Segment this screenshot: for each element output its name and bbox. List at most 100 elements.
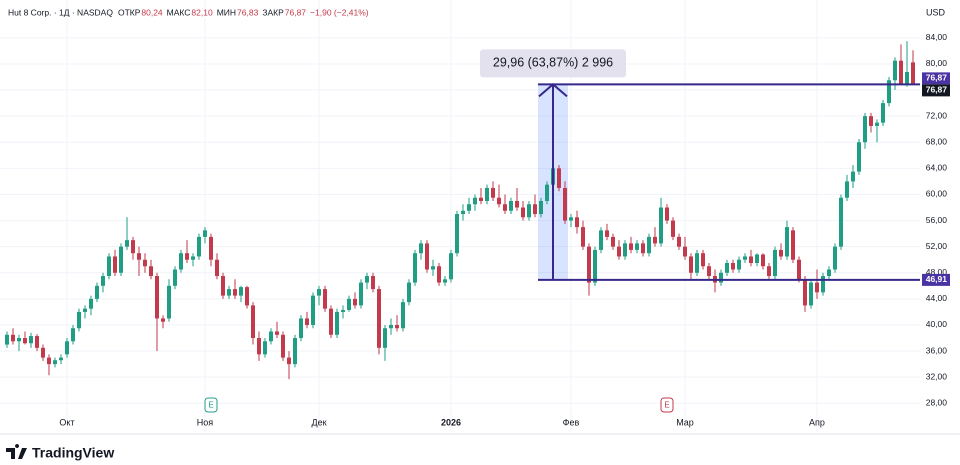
- brand-name: TradingView: [32, 445, 114, 461]
- candle-body: [641, 243, 645, 254]
- candle-body: [545, 184, 549, 201]
- candle-body: [599, 230, 603, 250]
- measure-label: 29,96 (63,87%) 2 996: [493, 56, 613, 70]
- candle-body: [77, 311, 81, 329]
- candle-body: [491, 187, 495, 198]
- candle-body: [323, 289, 327, 309]
- candle-body: [389, 324, 393, 329]
- y-tick-label: 32,00: [926, 371, 948, 381]
- candle-body: [173, 269, 177, 286]
- candle-body: [737, 259, 741, 270]
- candle-body: [497, 197, 501, 205]
- candle-body: [569, 217, 573, 221]
- candle-body: [329, 308, 333, 335]
- candle-body: [731, 262, 735, 270]
- candle-body: [179, 253, 183, 270]
- candle-body: [197, 236, 201, 257]
- candle-body: [281, 334, 285, 358]
- y-tick-label: 84,00: [926, 32, 948, 42]
- candle-body: [425, 243, 429, 270]
- candle-body: [215, 259, 219, 277]
- candle-body: [233, 289, 237, 296]
- candle-body: [743, 256, 747, 260]
- candle-body: [101, 276, 105, 286]
- candle-body: [53, 360, 57, 365]
- candle-body: [347, 298, 351, 310]
- candle-body: [299, 318, 303, 339]
- candle-body: [23, 338, 27, 344]
- candle-body: [797, 259, 801, 280]
- candle-body: [587, 246, 591, 283]
- candle-body: [35, 336, 39, 348]
- candle-body: [125, 240, 129, 247]
- candle-body: [371, 276, 375, 290]
- ohlc-value: 76,87: [285, 7, 307, 17]
- x-tick-label: Дек: [311, 417, 326, 427]
- currency: USD: [926, 7, 946, 17]
- measure-top-tag-bg: [922, 72, 950, 85]
- y-tick-label: 72,00: [926, 110, 948, 120]
- candle-body: [461, 210, 465, 215]
- candle-body: [677, 236, 681, 247]
- candle-body: [269, 331, 273, 342]
- candle-body: [263, 341, 267, 355]
- candle-body: [767, 266, 771, 277]
- candle-body: [527, 204, 531, 218]
- candle-body: [911, 62, 915, 85]
- candle-body: [581, 227, 585, 247]
- candle-body: [161, 318, 165, 322]
- candle-body: [635, 243, 639, 250]
- ohlc-label: МИН: [217, 7, 236, 17]
- candle-body: [479, 197, 483, 201]
- candle-body: [755, 254, 759, 263]
- candle-body: [455, 214, 459, 254]
- candle-body: [725, 262, 729, 273]
- y-tick-label: 80,00: [926, 58, 948, 68]
- candle-body: [785, 227, 789, 257]
- candle-body: [107, 256, 111, 277]
- candle-body: [185, 253, 189, 260]
- candle-body: [251, 305, 255, 339]
- y-tick-label: 28,00: [926, 398, 948, 408]
- change: −1,90 (−2,41%): [310, 7, 369, 17]
- ohlc-value: 76,83: [237, 7, 259, 17]
- candle-body: [437, 266, 441, 283]
- candle-body: [5, 334, 9, 345]
- candle-body: [449, 253, 453, 280]
- candle-body: [443, 279, 447, 283]
- candle-body: [593, 249, 597, 283]
- candle-body: [653, 236, 657, 244]
- candle-body: [515, 200, 519, 208]
- candle-body: [239, 287, 243, 296]
- candle-body: [719, 272, 723, 283]
- candle-body: [95, 285, 99, 299]
- x-tick-label: Мар: [676, 417, 694, 427]
- earnings-marker: [204, 397, 218, 413]
- candle-body: [611, 236, 615, 247]
- candle-body: [623, 243, 627, 257]
- y-tick-label: 56,00: [926, 215, 948, 225]
- candle-body: [407, 282, 411, 303]
- candle-body: [59, 357, 63, 361]
- candle-body: [893, 60, 897, 81]
- candle-body: [695, 253, 699, 273]
- candle-body: [275, 331, 279, 335]
- candle-body: [41, 347, 45, 358]
- candle-body: [791, 230, 795, 260]
- candle-body: [167, 285, 171, 319]
- candle-body: [749, 256, 753, 263]
- x-tick-label: Окт: [59, 417, 74, 427]
- candle-body: [557, 168, 561, 188]
- candle-body: [311, 295, 315, 325]
- y-tick-label: 60,00: [926, 189, 948, 199]
- ohlc-label: ЗАКР: [262, 7, 284, 17]
- candle-body: [905, 71, 909, 84]
- earnings-label: E: [208, 401, 213, 410]
- y-tick-label: 64,00: [926, 163, 948, 173]
- candle-body: [815, 282, 819, 293]
- candle-body: [395, 324, 399, 329]
- candle-body: [875, 122, 879, 126]
- candle-body: [317, 289, 321, 296]
